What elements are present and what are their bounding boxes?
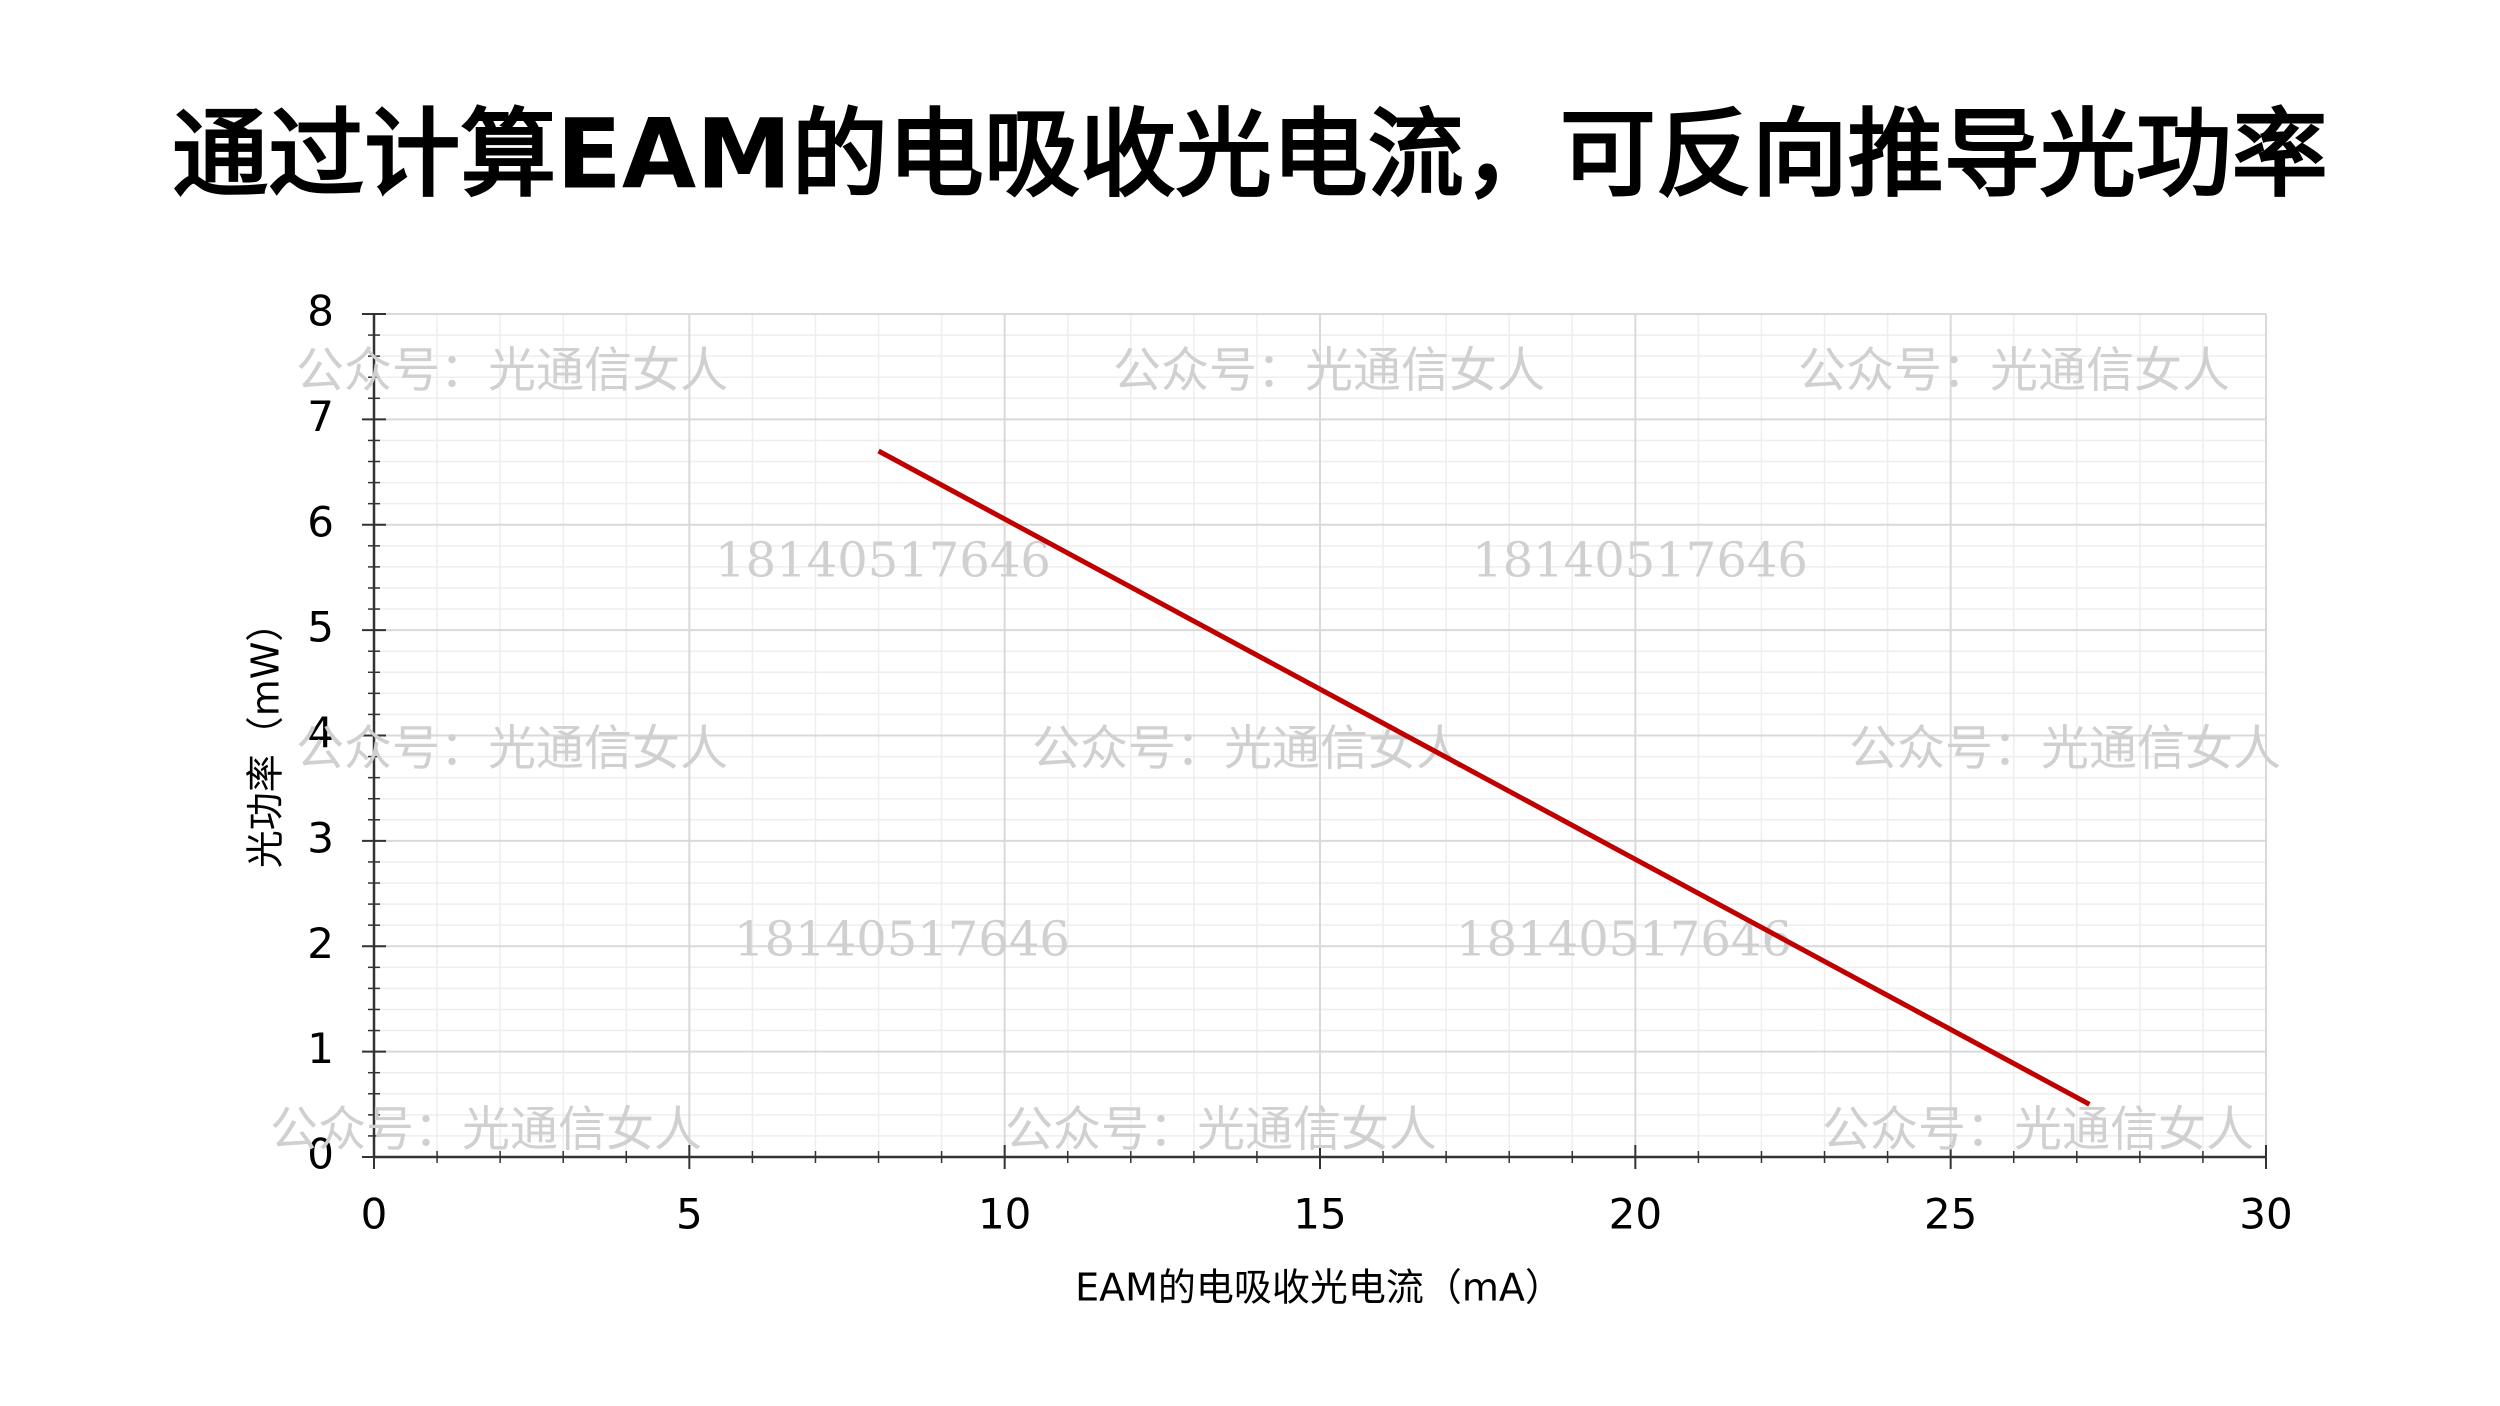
watermark: 公众号：光通信女人 [296,721,728,777]
watermark: 公众号：光通信女人 [1798,343,2230,399]
x-axis-label: EAM的电吸收光电流（mA） [1075,1266,1563,1310]
chart-title: 通过计算EAM的电吸收光电流，可反向推导光功率 [172,98,2327,210]
y-tick-label: 6 [307,497,334,546]
watermark: 公众号：光通信女人 [1032,721,1464,777]
watermark: 公众号：光通信女人 [1113,343,1545,399]
y-tick-label: 8 [307,287,334,336]
x-tick-label: 10 [978,1190,1031,1239]
x-tick-label: 5 [676,1190,703,1239]
y-tick-label: 0 [307,1130,334,1179]
x-tick-label: 30 [2239,1190,2292,1239]
watermark: 18140517646 [734,912,1070,968]
watermark: 公众号：光通信女人 [1005,1102,1437,1158]
y-tick-label: 4 [307,708,334,757]
y-tick-label: 7 [307,392,334,441]
y-tick-label: 3 [307,813,334,862]
y-tick-label: 5 [307,603,334,652]
watermark: 18140517646 [1472,533,1808,589]
watermark: 18140517646 [715,533,1051,589]
watermark: 公众号：光通信女人 [296,343,728,399]
data-line [877,448,2091,1107]
watermark: 公众号：光通信女人 [1849,721,2281,777]
x-tick-label: 25 [1924,1190,1977,1239]
x-tick-label: 0 [361,1190,388,1239]
x-tick-label: 20 [1609,1190,1662,1239]
y-axis-label: 光功率（mW） [244,604,288,869]
watermark: 公众号：光通信女人 [270,1102,702,1158]
y-tick-label: 2 [307,919,334,968]
watermark: 18140517646 [1456,912,1792,968]
x-tick-label: 15 [1293,1190,1346,1239]
watermark: 公众号：光通信女人 [1822,1102,2254,1158]
y-tick-label: 1 [307,1024,334,1073]
